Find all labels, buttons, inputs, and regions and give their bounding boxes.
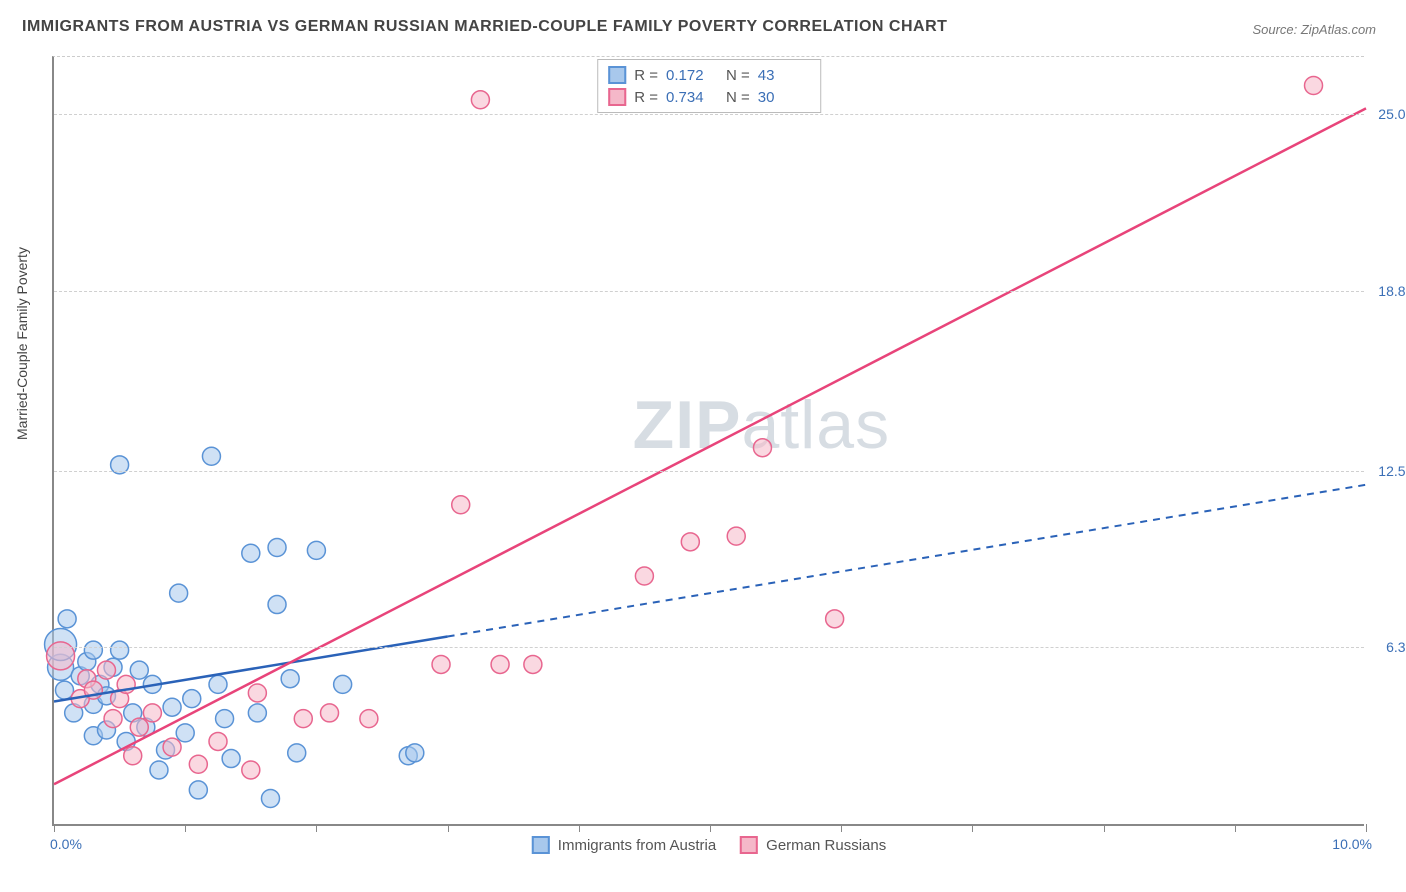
legend-series-label: German Russians xyxy=(766,837,886,854)
data-point xyxy=(111,641,129,659)
legend-series-item: Immigrants from Austria xyxy=(532,836,716,854)
x-tick xyxy=(448,824,449,832)
data-point xyxy=(143,704,161,722)
data-point xyxy=(268,596,286,614)
data-point xyxy=(150,761,168,779)
legend-swatch xyxy=(532,836,550,854)
x-tick-label-min: 0.0% xyxy=(50,836,82,852)
y-tick-label: 25.0% xyxy=(1378,106,1406,122)
data-point xyxy=(216,710,234,728)
legend-n-label: N = xyxy=(726,67,750,84)
data-point xyxy=(294,710,312,728)
data-point xyxy=(47,642,75,670)
x-tick xyxy=(1104,824,1105,832)
data-point xyxy=(524,655,542,673)
y-axis-label: Married-Couple Family Poverty xyxy=(14,247,30,440)
data-point xyxy=(124,747,142,765)
data-point xyxy=(268,539,286,557)
data-point xyxy=(209,675,227,693)
legend-r-label: R = xyxy=(634,67,658,84)
x-tick xyxy=(185,824,186,832)
legend-r-value: 0.734 xyxy=(666,89,718,106)
y-tick-label: 6.3% xyxy=(1386,639,1406,655)
trend-line xyxy=(54,108,1366,784)
source-label: Source: ZipAtlas.com xyxy=(1252,22,1376,37)
data-point xyxy=(248,684,266,702)
data-point xyxy=(202,447,220,465)
legend-n-value: 43 xyxy=(758,67,810,84)
data-point xyxy=(406,744,424,762)
data-point xyxy=(97,661,115,679)
legend-swatch xyxy=(608,88,626,106)
x-tick xyxy=(1366,824,1367,832)
data-point xyxy=(163,698,181,716)
data-point xyxy=(288,744,306,762)
data-point xyxy=(471,91,489,109)
chart-title: IMMIGRANTS FROM AUSTRIA VS GERMAN RUSSIA… xyxy=(22,18,947,36)
gridline-h xyxy=(54,291,1364,292)
data-point xyxy=(432,655,450,673)
x-tick xyxy=(54,824,55,832)
data-point xyxy=(321,704,339,722)
legend-r-value: 0.172 xyxy=(666,67,718,84)
legend-series-label: Immigrants from Austria xyxy=(558,837,716,854)
data-point xyxy=(242,544,260,562)
legend-correlation-row: R = 0.172 N = 43 xyxy=(608,64,810,86)
x-tick-label-max: 10.0% xyxy=(1332,836,1372,852)
legend-series-item: German Russians xyxy=(740,836,886,854)
scatter-svg xyxy=(54,57,1364,824)
data-point xyxy=(130,661,148,679)
legend-correlation: R = 0.172 N = 43 R = 0.734 N = 30 xyxy=(597,59,821,113)
gridline-h xyxy=(54,114,1364,115)
data-point xyxy=(681,533,699,551)
data-point xyxy=(1305,77,1323,95)
data-point xyxy=(183,690,201,708)
data-point xyxy=(58,610,76,628)
x-tick xyxy=(972,824,973,832)
legend-n-label: N = xyxy=(726,89,750,106)
data-point xyxy=(635,567,653,585)
data-point xyxy=(281,670,299,688)
data-point xyxy=(189,781,207,799)
data-point xyxy=(307,541,325,559)
legend-swatch xyxy=(740,836,758,854)
data-point xyxy=(360,710,378,728)
legend-n-value: 30 xyxy=(758,89,810,106)
data-point xyxy=(727,527,745,545)
gridline-h xyxy=(54,647,1364,648)
plot-area: ZIPatlas R =0.172N =43R =0.734N =30 Immi… xyxy=(52,56,1364,826)
data-point xyxy=(130,718,148,736)
x-tick xyxy=(316,824,317,832)
legend-correlation-row: R = 0.734 N = 30 xyxy=(608,86,810,108)
data-point xyxy=(170,584,188,602)
data-point xyxy=(753,439,771,457)
data-point xyxy=(452,496,470,514)
data-point xyxy=(189,755,207,773)
y-tick-label: 12.5% xyxy=(1378,463,1406,479)
data-point xyxy=(491,655,509,673)
y-tick-label: 18.8% xyxy=(1378,283,1406,299)
data-point xyxy=(209,732,227,750)
data-point xyxy=(334,675,352,693)
x-tick xyxy=(710,824,711,832)
x-tick xyxy=(579,824,580,832)
data-point xyxy=(261,789,279,807)
data-point xyxy=(248,704,266,722)
data-point xyxy=(104,710,122,728)
x-tick xyxy=(841,824,842,832)
legend-r-label: R = xyxy=(634,89,658,106)
data-point xyxy=(84,641,102,659)
trend-line-dashed xyxy=(448,485,1366,637)
data-point xyxy=(826,610,844,628)
data-point xyxy=(222,750,240,768)
data-point xyxy=(242,761,260,779)
legend-swatch xyxy=(608,66,626,84)
data-point xyxy=(163,738,181,756)
legend-series: Immigrants from Austria German Russians xyxy=(532,836,886,854)
gridline-h xyxy=(54,471,1364,472)
data-point xyxy=(176,724,194,742)
x-tick xyxy=(1235,824,1236,832)
